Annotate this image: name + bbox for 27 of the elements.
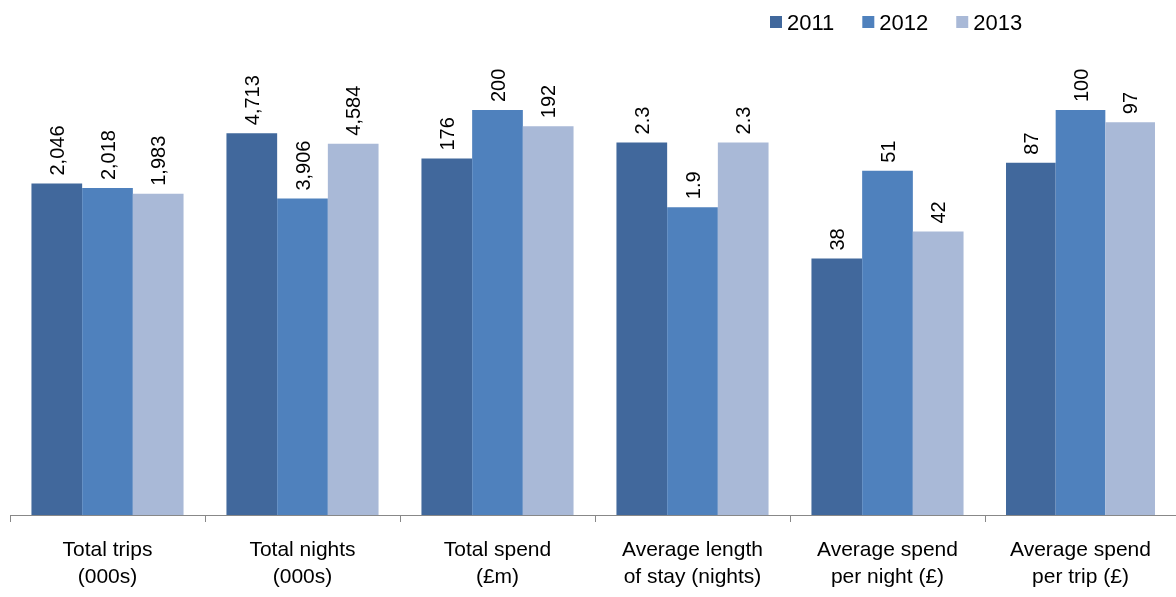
legend-label: 2012 <box>879 9 929 35</box>
data-label: 51 <box>876 140 899 163</box>
data-label: 42 <box>927 201 950 224</box>
legend-label: 2011 <box>787 9 835 35</box>
data-label: 192 <box>537 84 560 119</box>
x-tick-label: Total nights (000s) <box>249 537 356 587</box>
data-label: 1,983 <box>147 135 170 186</box>
data-label: 200 <box>486 68 509 102</box>
x-tick-label: Total spend (£m) <box>443 537 552 587</box>
data-label: 3,906 <box>291 140 314 191</box>
data-label: 2.3 <box>630 106 653 135</box>
data-label: 87 <box>1019 132 1042 155</box>
data-label: 1.9 <box>681 171 704 200</box>
data-label: 100 <box>1069 68 1092 102</box>
data-label: 2,018 <box>96 130 119 181</box>
data-label: 2.3 <box>732 106 755 135</box>
data-label: 2,046 <box>45 125 68 176</box>
legend-label: 2013 <box>973 9 1023 35</box>
x-tick-label: Average length of stay (nights) <box>622 537 763 587</box>
x-tick-label: Total trips (000s) <box>62 537 153 587</box>
data-label: 4,713 <box>240 75 263 126</box>
data-label: 97 <box>1119 91 1142 115</box>
data-label: 176 <box>435 117 458 151</box>
x-tick-label: Average spend per night (£) <box>817 537 958 587</box>
data-label: 4,584 <box>342 85 365 136</box>
x-tick-label: Average spend per trip (£) <box>1010 537 1151 587</box>
data-label: 38 <box>825 228 848 251</box>
